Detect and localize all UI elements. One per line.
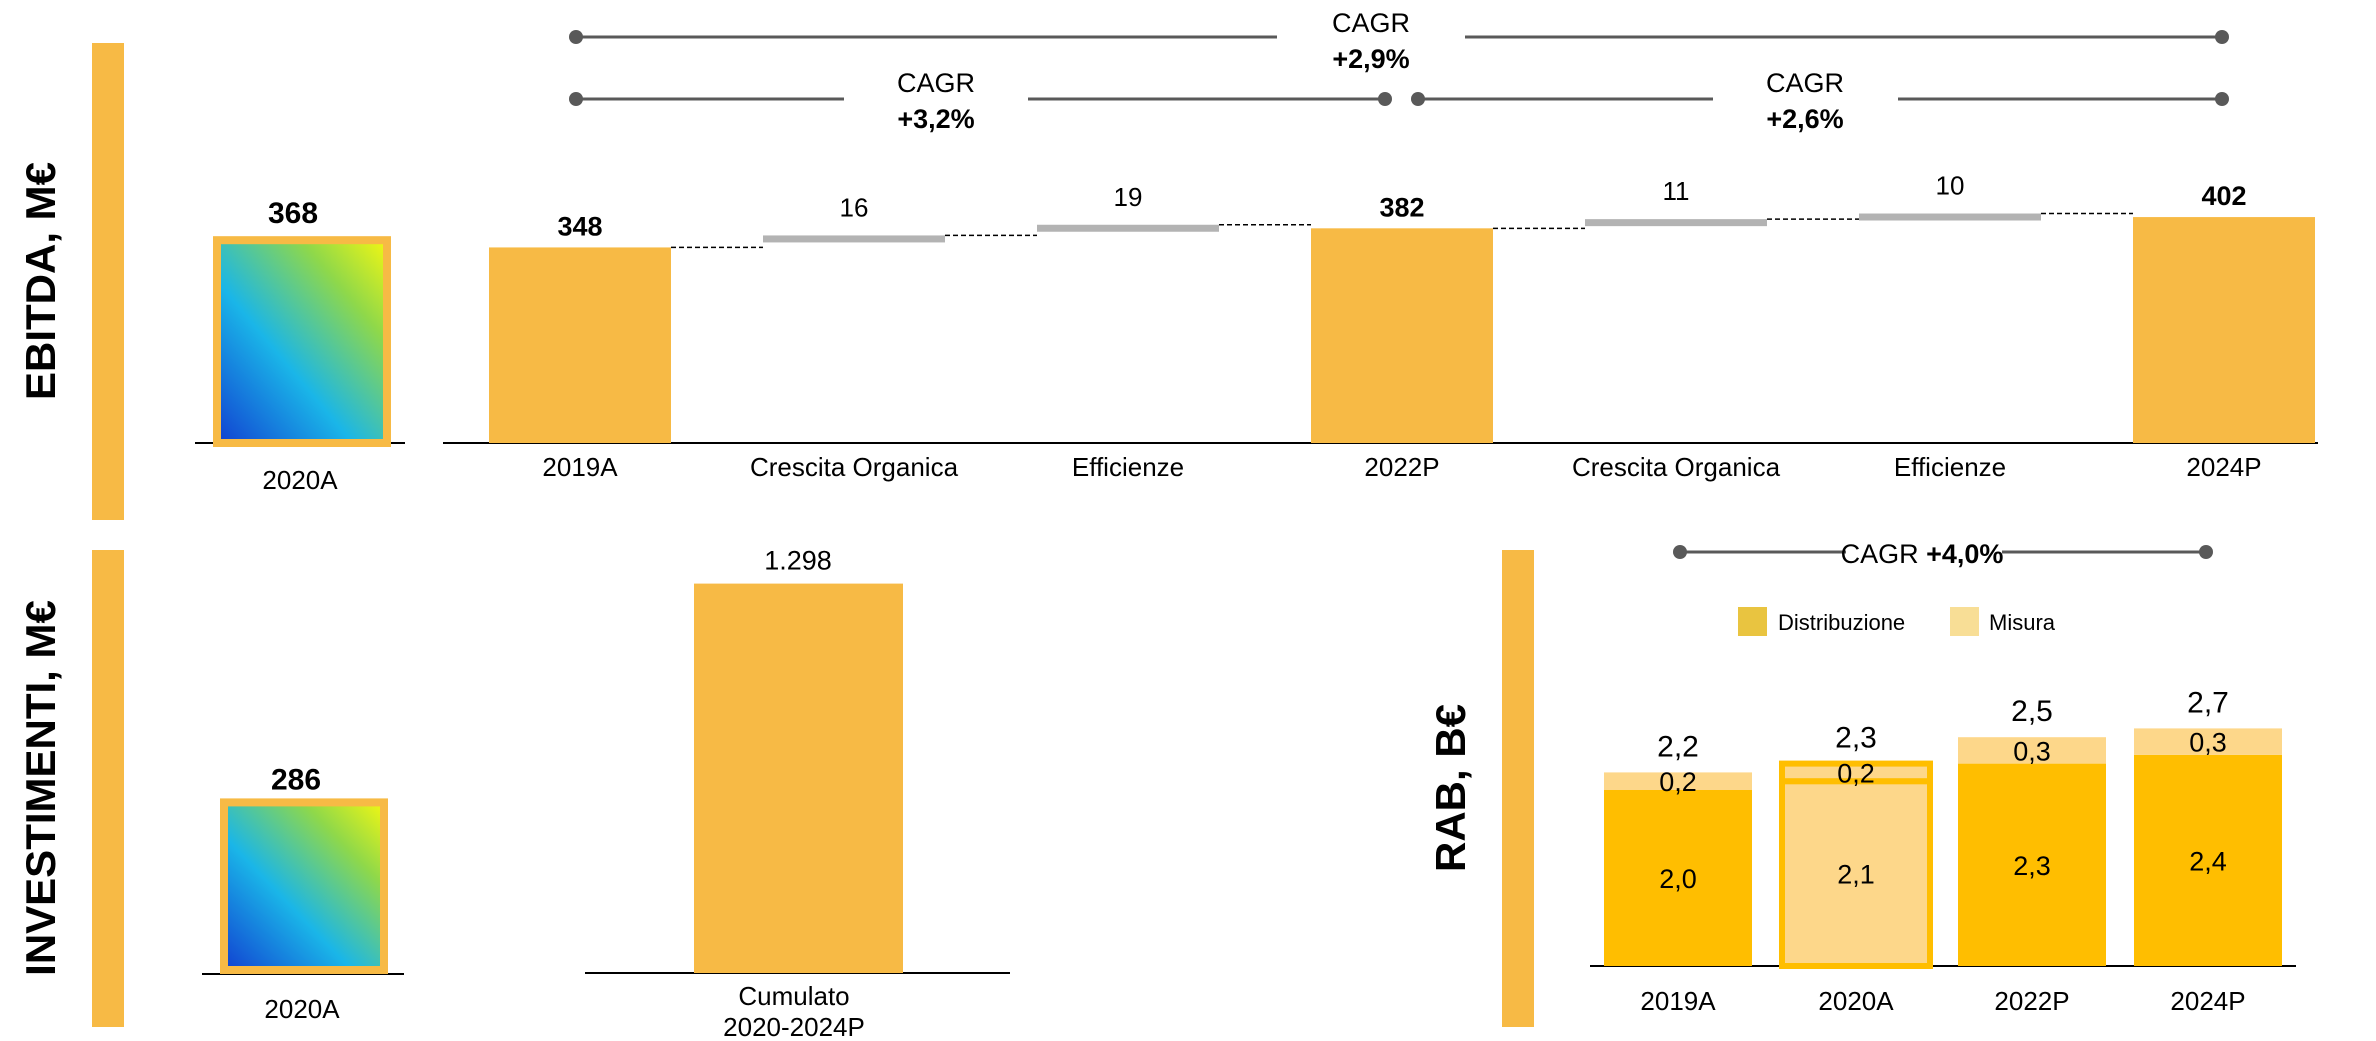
ebitda-cagr-total-value: +2,9% bbox=[1332, 44, 1409, 74]
investimenti-2020-value-label: 286 bbox=[271, 763, 321, 796]
ebitda-bridge-step-crescita-organica bbox=[763, 235, 945, 243]
investimenti-section-title: INVESTIMENTI, M€ bbox=[17, 600, 64, 976]
ebitda-bridge-value-label-crescita-organica: 16 bbox=[840, 192, 869, 222]
rab-bar-misura-2019a bbox=[1604, 772, 1752, 790]
ebitda-cagr-total-start-dot bbox=[569, 30, 583, 44]
rab-category-2022p: 2022P bbox=[1994, 986, 2069, 1016]
ebitda-cagr-total: CAGR +2,9% bbox=[569, 8, 2229, 74]
rab-total-label-2019a: 2,2 bbox=[1657, 730, 1699, 763]
rab-category-2024p: 2024P bbox=[2170, 986, 2245, 1016]
rab-cagr-end-dot bbox=[2199, 545, 2213, 559]
ebitda-bridge-bar-2022p bbox=[1311, 228, 1493, 443]
rab-label-misura-2024p: 0,3 bbox=[2189, 728, 2227, 758]
ebitda-cagr-first: CAGR +3,2% bbox=[569, 68, 1392, 134]
ebitda-cagr-first-end-dot bbox=[1378, 92, 1392, 106]
ebitda-bridge-value-label-efficienze: 19 bbox=[1114, 182, 1143, 212]
ebitda-2020-category-label: 2020A bbox=[262, 465, 338, 495]
rab-label-distribuzione-2020a: 2,1 bbox=[1837, 860, 1875, 890]
investimenti-cumulato-bar bbox=[694, 583, 903, 973]
rab-bar-misura-2024p bbox=[2134, 728, 2282, 755]
ebitda-bridge-category-efficienze: Efficienze bbox=[1894, 452, 2006, 482]
investimenti-side-bar bbox=[92, 550, 124, 1027]
rab-label-misura-2022p: 0,3 bbox=[2013, 736, 2051, 766]
rab-chart: CAGR +4,0% Distribuzione Misura 2,00,22,… bbox=[1590, 539, 2296, 1016]
ebitda-bridge-value-label-2019a: 348 bbox=[557, 211, 602, 241]
ebitda-cagr-total-end-dot bbox=[2215, 30, 2229, 44]
rab-total-label-2020a: 2,3 bbox=[1835, 722, 1877, 755]
ebitda-cagr-second-end-dot bbox=[2215, 92, 2229, 106]
ebitda-cagr-second: CAGR +2,6% bbox=[1411, 68, 2229, 134]
ebitda-bridge-chart: 348 2019A 16 Crescita Organica 19 Efficienze 3… bbox=[443, 8, 2318, 482]
ebitda-2020-chart: 368 2020A bbox=[195, 197, 405, 495]
rab-bar-distribuzione-2024p bbox=[2134, 754, 2282, 966]
rab-legend-label-distribuzione: Distribuzione bbox=[1778, 610, 1905, 635]
rab-category-2019a: 2019A bbox=[1640, 986, 1716, 1016]
rab-section-title: RAB, B€ bbox=[1427, 704, 1474, 872]
rab-label-misura-2020a: 0,2 bbox=[1837, 758, 1875, 788]
ebitda-bridge-category-2022p: 2022P bbox=[1364, 452, 1439, 482]
ebitda-bridge-bar-2019a bbox=[489, 247, 671, 443]
ebitda-cagr-second-label: CAGR bbox=[1766, 68, 1844, 98]
ebitda-bridge-step-efficienze bbox=[1859, 213, 2041, 221]
rab-total-label-2022p: 2,5 bbox=[2011, 695, 2053, 728]
ebitda-bridge-bar-2024p bbox=[2133, 217, 2315, 443]
ebitda-bridge-step-efficienze bbox=[1037, 224, 1219, 232]
rab-label-distribuzione-2024p: 2,4 bbox=[2189, 846, 2227, 876]
rab-cagr-label: CAGR +4,0% bbox=[1841, 539, 2004, 569]
rab-cagr-label-text: CAGR bbox=[1841, 539, 1919, 569]
ebitda-bridge-value-label-crescita-organica: 11 bbox=[1663, 176, 1690, 206]
rab-side-bar bbox=[1502, 550, 1534, 1027]
ebitda-bridge-category-crescita-organica: Crescita Organica bbox=[750, 452, 959, 482]
rab-legend: Distribuzione Misura bbox=[1738, 607, 2056, 636]
ebitda-section-title: EBITDA, M€ bbox=[17, 162, 64, 400]
ebitda-bridge-value-label-2024p: 402 bbox=[2201, 181, 2246, 211]
ebitda-bridge-value-label-2022p: 382 bbox=[1379, 192, 1424, 222]
ebitda-bridge-category-crescita-organica: Crescita Organica bbox=[1572, 452, 1781, 482]
ebitda-cagr-first-label: CAGR bbox=[897, 68, 975, 98]
ebitda-2020-value-label: 368 bbox=[268, 197, 318, 230]
investimenti-cumulato-chart: 1.298 Cumulato 2020-2024P bbox=[585, 546, 1010, 1041]
investimenti-2020-bar bbox=[220, 798, 388, 975]
investimenti-2020-chart: 286 2020A bbox=[202, 763, 404, 1024]
ebitda-bridge-marks: 348 2019A 16 Crescita Organica 19 Efficienze 3… bbox=[489, 171, 2315, 482]
ebitda-bridge-category-efficienze: Efficienze bbox=[1072, 452, 1184, 482]
rab-cagr: CAGR +4,0% bbox=[1673, 539, 2213, 569]
investimenti-cumulato-value-label: 1.298 bbox=[764, 546, 832, 576]
investimenti-cumulato-category-line2: 2020-2024P bbox=[723, 1012, 865, 1041]
rab-total-label-2024p: 2,7 bbox=[2187, 686, 2229, 719]
rab-legend-swatch-distribuzione bbox=[1738, 607, 1767, 636]
rab-label-distribuzione-2019a: 2,0 bbox=[1659, 864, 1697, 894]
rab-bar-misura-2020a bbox=[1779, 760, 1933, 785]
rab-cagr-value: +4,0% bbox=[1926, 539, 2003, 569]
ebitda-cagr-first-start-dot bbox=[569, 92, 583, 106]
ebitda-cagr-second-value: +2,6% bbox=[1766, 104, 1843, 134]
ebitda-cagr-total-label: CAGR bbox=[1332, 8, 1410, 38]
ebitda-bridge-category-2019a: 2019A bbox=[542, 452, 618, 482]
investimenti-2020-category-label: 2020A bbox=[264, 994, 340, 1024]
ebitda-bridge-category-2024p: 2024P bbox=[2186, 452, 2261, 482]
ebitda-side-bar bbox=[92, 43, 124, 520]
rab-category-2020a: 2020A bbox=[1818, 986, 1894, 1016]
rab-label-distribuzione-2022p: 2,3 bbox=[2013, 851, 2051, 881]
rab-bar-misura-2022p bbox=[1958, 737, 2106, 764]
ebitda-bridge-value-label-efficienze: 10 bbox=[1936, 171, 1965, 201]
rab-legend-swatch-misura bbox=[1950, 607, 1979, 636]
rab-legend-label-misura: Misura bbox=[1989, 610, 2056, 635]
rab-label-misura-2019a: 0,2 bbox=[1659, 767, 1697, 797]
ebitda-bridge-step-crescita-organica bbox=[1585, 219, 1767, 227]
rab-bar-distribuzione-2020a bbox=[1779, 778, 1933, 970]
rab-cagr-start-dot bbox=[1673, 545, 1687, 559]
ebitda-2020-bar bbox=[213, 236, 391, 447]
rab-bar-distribuzione-2022p bbox=[1958, 763, 2106, 966]
ebitda-cagr-first-value: +3,2% bbox=[897, 104, 974, 134]
ebitda-cagr-second-start-dot bbox=[1411, 92, 1425, 106]
rab-marks: 2,00,22,22019A2,10,22,32020A2,30,32,5202… bbox=[1604, 686, 2282, 1016]
investimenti-cumulato-category-line1: Cumulato bbox=[738, 981, 849, 1011]
rab-bar-distribuzione-2019a bbox=[1604, 790, 1752, 966]
